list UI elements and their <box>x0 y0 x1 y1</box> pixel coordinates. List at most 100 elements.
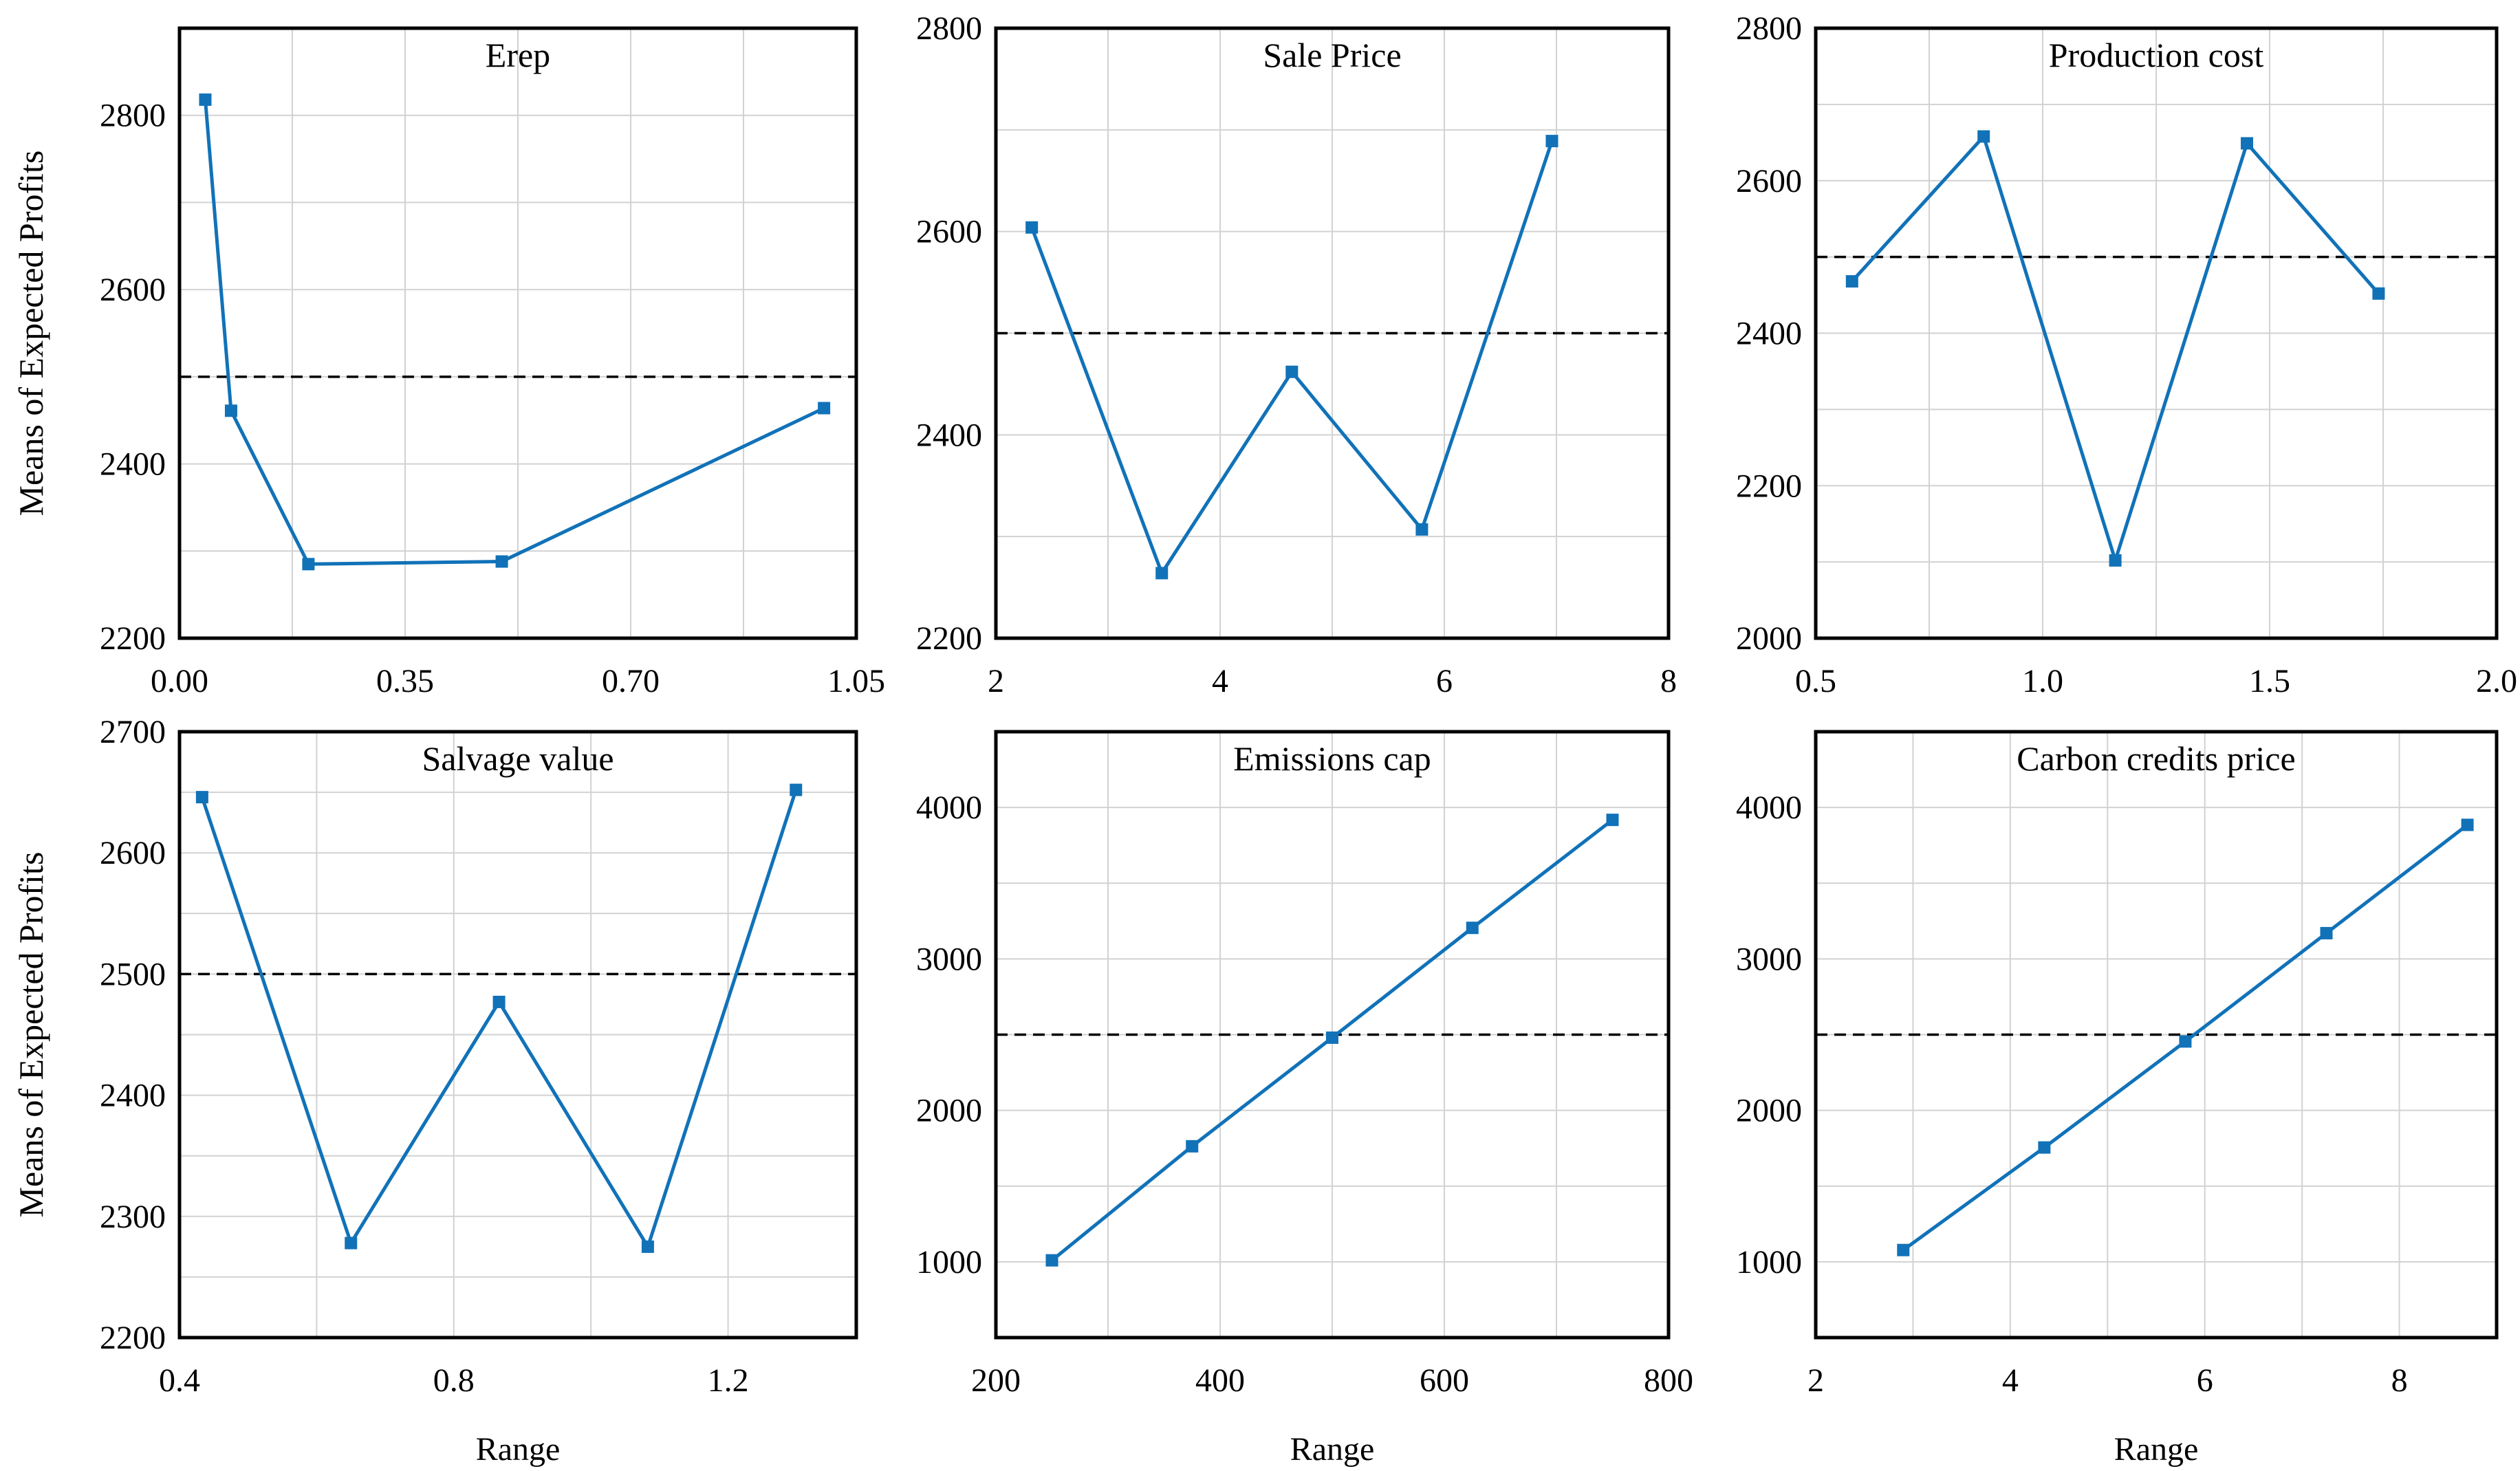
data-point-marker <box>2109 554 2122 567</box>
y-tick-label: 4000 <box>1736 789 1802 826</box>
x-tick-label: 8 <box>1660 663 1677 699</box>
subplot-title: Emissions cap <box>1233 739 1431 778</box>
x-tick-label: 0.5 <box>1795 663 1836 699</box>
x-tick-label: 6 <box>1436 663 1453 699</box>
series-line <box>1030 139 1554 575</box>
data-point-marker <box>1606 814 1619 827</box>
data-point-marker <box>199 93 212 106</box>
series-line <box>203 98 826 566</box>
subplot-sale-price: Sale Price 2 4 6 8 2200 2400 2600 2800 <box>916 10 1677 699</box>
plot-border <box>1814 730 2499 1340</box>
x-tick-label: 4 <box>1212 663 1228 699</box>
subplot-title: Carbon credits price <box>2017 739 2295 778</box>
y-tick-label: 2000 <box>916 1093 982 1129</box>
series-line <box>200 788 798 1249</box>
data-point-marker <box>1545 135 1558 148</box>
data-point-marker <box>641 1240 654 1253</box>
x-tick-label: 200 <box>971 1362 1021 1399</box>
plot-border <box>177 26 858 640</box>
y-tick-label: 2500 <box>100 956 166 992</box>
data-point-marker <box>2241 137 2253 150</box>
subplot-title: Erep <box>486 36 550 74</box>
data-point-marker <box>495 555 508 568</box>
data-point-marker <box>1155 567 1169 580</box>
y-axis-label: Means of Expected Profits <box>12 151 50 516</box>
y-tick-label: 2200 <box>100 1320 166 1356</box>
x-tick-label: 0.4 <box>159 1362 200 1399</box>
x-tick-label: 600 <box>1420 1362 1469 1399</box>
x-tick-label: 0.70 <box>602 663 660 699</box>
data-point-marker <box>2320 926 2333 939</box>
y-tick-label: 2600 <box>1736 163 1802 199</box>
data-point-marker <box>1186 1140 1199 1153</box>
data-point-marker <box>1415 523 1429 536</box>
data-point-marker <box>1897 1243 1910 1256</box>
x-tick-label: 0.00 <box>151 663 208 699</box>
y-tick-label: 2400 <box>1736 316 1802 352</box>
y-tick-label: 2600 <box>916 214 982 250</box>
y-tick-label: 2400 <box>100 446 166 483</box>
x-tick-label: 6 <box>2197 1362 2213 1399</box>
x-tick-label: 0.8 <box>433 1362 475 1399</box>
y-tick-label: 4000 <box>916 789 982 826</box>
x-tick-label: 2 <box>1807 1362 1824 1399</box>
y-tick-label: 2600 <box>100 272 166 308</box>
y-tick-label: 2600 <box>100 835 166 871</box>
data-point-marker <box>1285 365 1299 378</box>
data-point-marker <box>1466 922 1479 935</box>
data-point-marker <box>818 402 831 415</box>
data-point-marker <box>492 995 506 1008</box>
x-axis-label: Range <box>476 1431 561 1468</box>
subplot-title: Salvage value <box>422 739 613 778</box>
y-tick-label: 2800 <box>100 98 166 134</box>
subplot-emissions-cap: Emissions cap 200 400 600 800 1000 2000 3000 400… <box>916 730 1693 1468</box>
x-tick-label: 1.05 <box>827 663 885 699</box>
data-point-marker <box>2372 287 2385 300</box>
y-tick-label: 2300 <box>100 1199 166 1235</box>
plot-border <box>1814 26 2499 640</box>
data-point-marker <box>2461 818 2474 831</box>
y-tick-label: 2200 <box>1736 468 1802 504</box>
series-line <box>1850 134 2380 563</box>
subplot-erep: Erep 0.00 0.35 0.70 1.05 2200 2400 2600 2800 Mean… <box>12 26 885 699</box>
y-tick-label: 2200 <box>916 620 982 657</box>
x-axis-label: Range <box>1290 1431 1375 1468</box>
y-tick-label: 1000 <box>916 1244 982 1281</box>
x-tick-label: 2 <box>988 663 1004 699</box>
data-point-marker <box>1845 275 1858 288</box>
x-tick-label: 800 <box>1644 1362 1693 1399</box>
y-tick-label: 3000 <box>1736 941 1802 977</box>
y-tick-label: 2800 <box>1736 10 1802 47</box>
x-tick-label: 1.0 <box>2022 663 2063 699</box>
x-tick-label: 400 <box>1195 1362 1245 1399</box>
y-tick-label: 2800 <box>916 10 982 47</box>
y-tick-label: 2000 <box>1736 1093 1802 1129</box>
y-tick-label: 2400 <box>916 417 982 453</box>
data-point-marker <box>345 1236 358 1250</box>
x-tick-label: 2.0 <box>2476 663 2517 699</box>
x-tick-label: 8 <box>2391 1362 2408 1399</box>
data-point-marker <box>1025 221 1039 234</box>
data-point-marker <box>790 783 803 796</box>
y-axis-label: Means of Expected Profits <box>12 852 50 1218</box>
data-point-marker <box>302 558 315 571</box>
y-tick-label: 2700 <box>100 714 166 750</box>
subplot-carbon-credits-price: Carbon credits price 2 4 6 8 1000 2000 3000 4000… <box>1736 730 2499 1468</box>
y-tick-label: 2000 <box>1736 620 1802 657</box>
plot-border <box>994 730 1671 1340</box>
subplot-title: Production cost <box>2049 36 2264 74</box>
x-tick-label: 0.35 <box>376 663 434 699</box>
x-tick-label: 1.2 <box>708 1362 749 1399</box>
subplot-title: Sale Price <box>1263 36 1401 74</box>
y-tick-label: 1000 <box>1736 1244 1802 1281</box>
data-point-marker <box>195 791 208 804</box>
subplot-production-cost: Production cost 0.5 1.0 1.5 2.0 2000 2200 2400 2… <box>1736 10 2517 699</box>
data-point-marker <box>2179 1035 2192 1048</box>
x-tick-label: 4 <box>2002 1362 2019 1399</box>
x-axis-label: Range <box>2114 1431 2199 1468</box>
x-tick-label: 1.5 <box>2249 663 2290 699</box>
plot-border <box>177 730 858 1340</box>
data-point-marker <box>1326 1031 1338 1044</box>
